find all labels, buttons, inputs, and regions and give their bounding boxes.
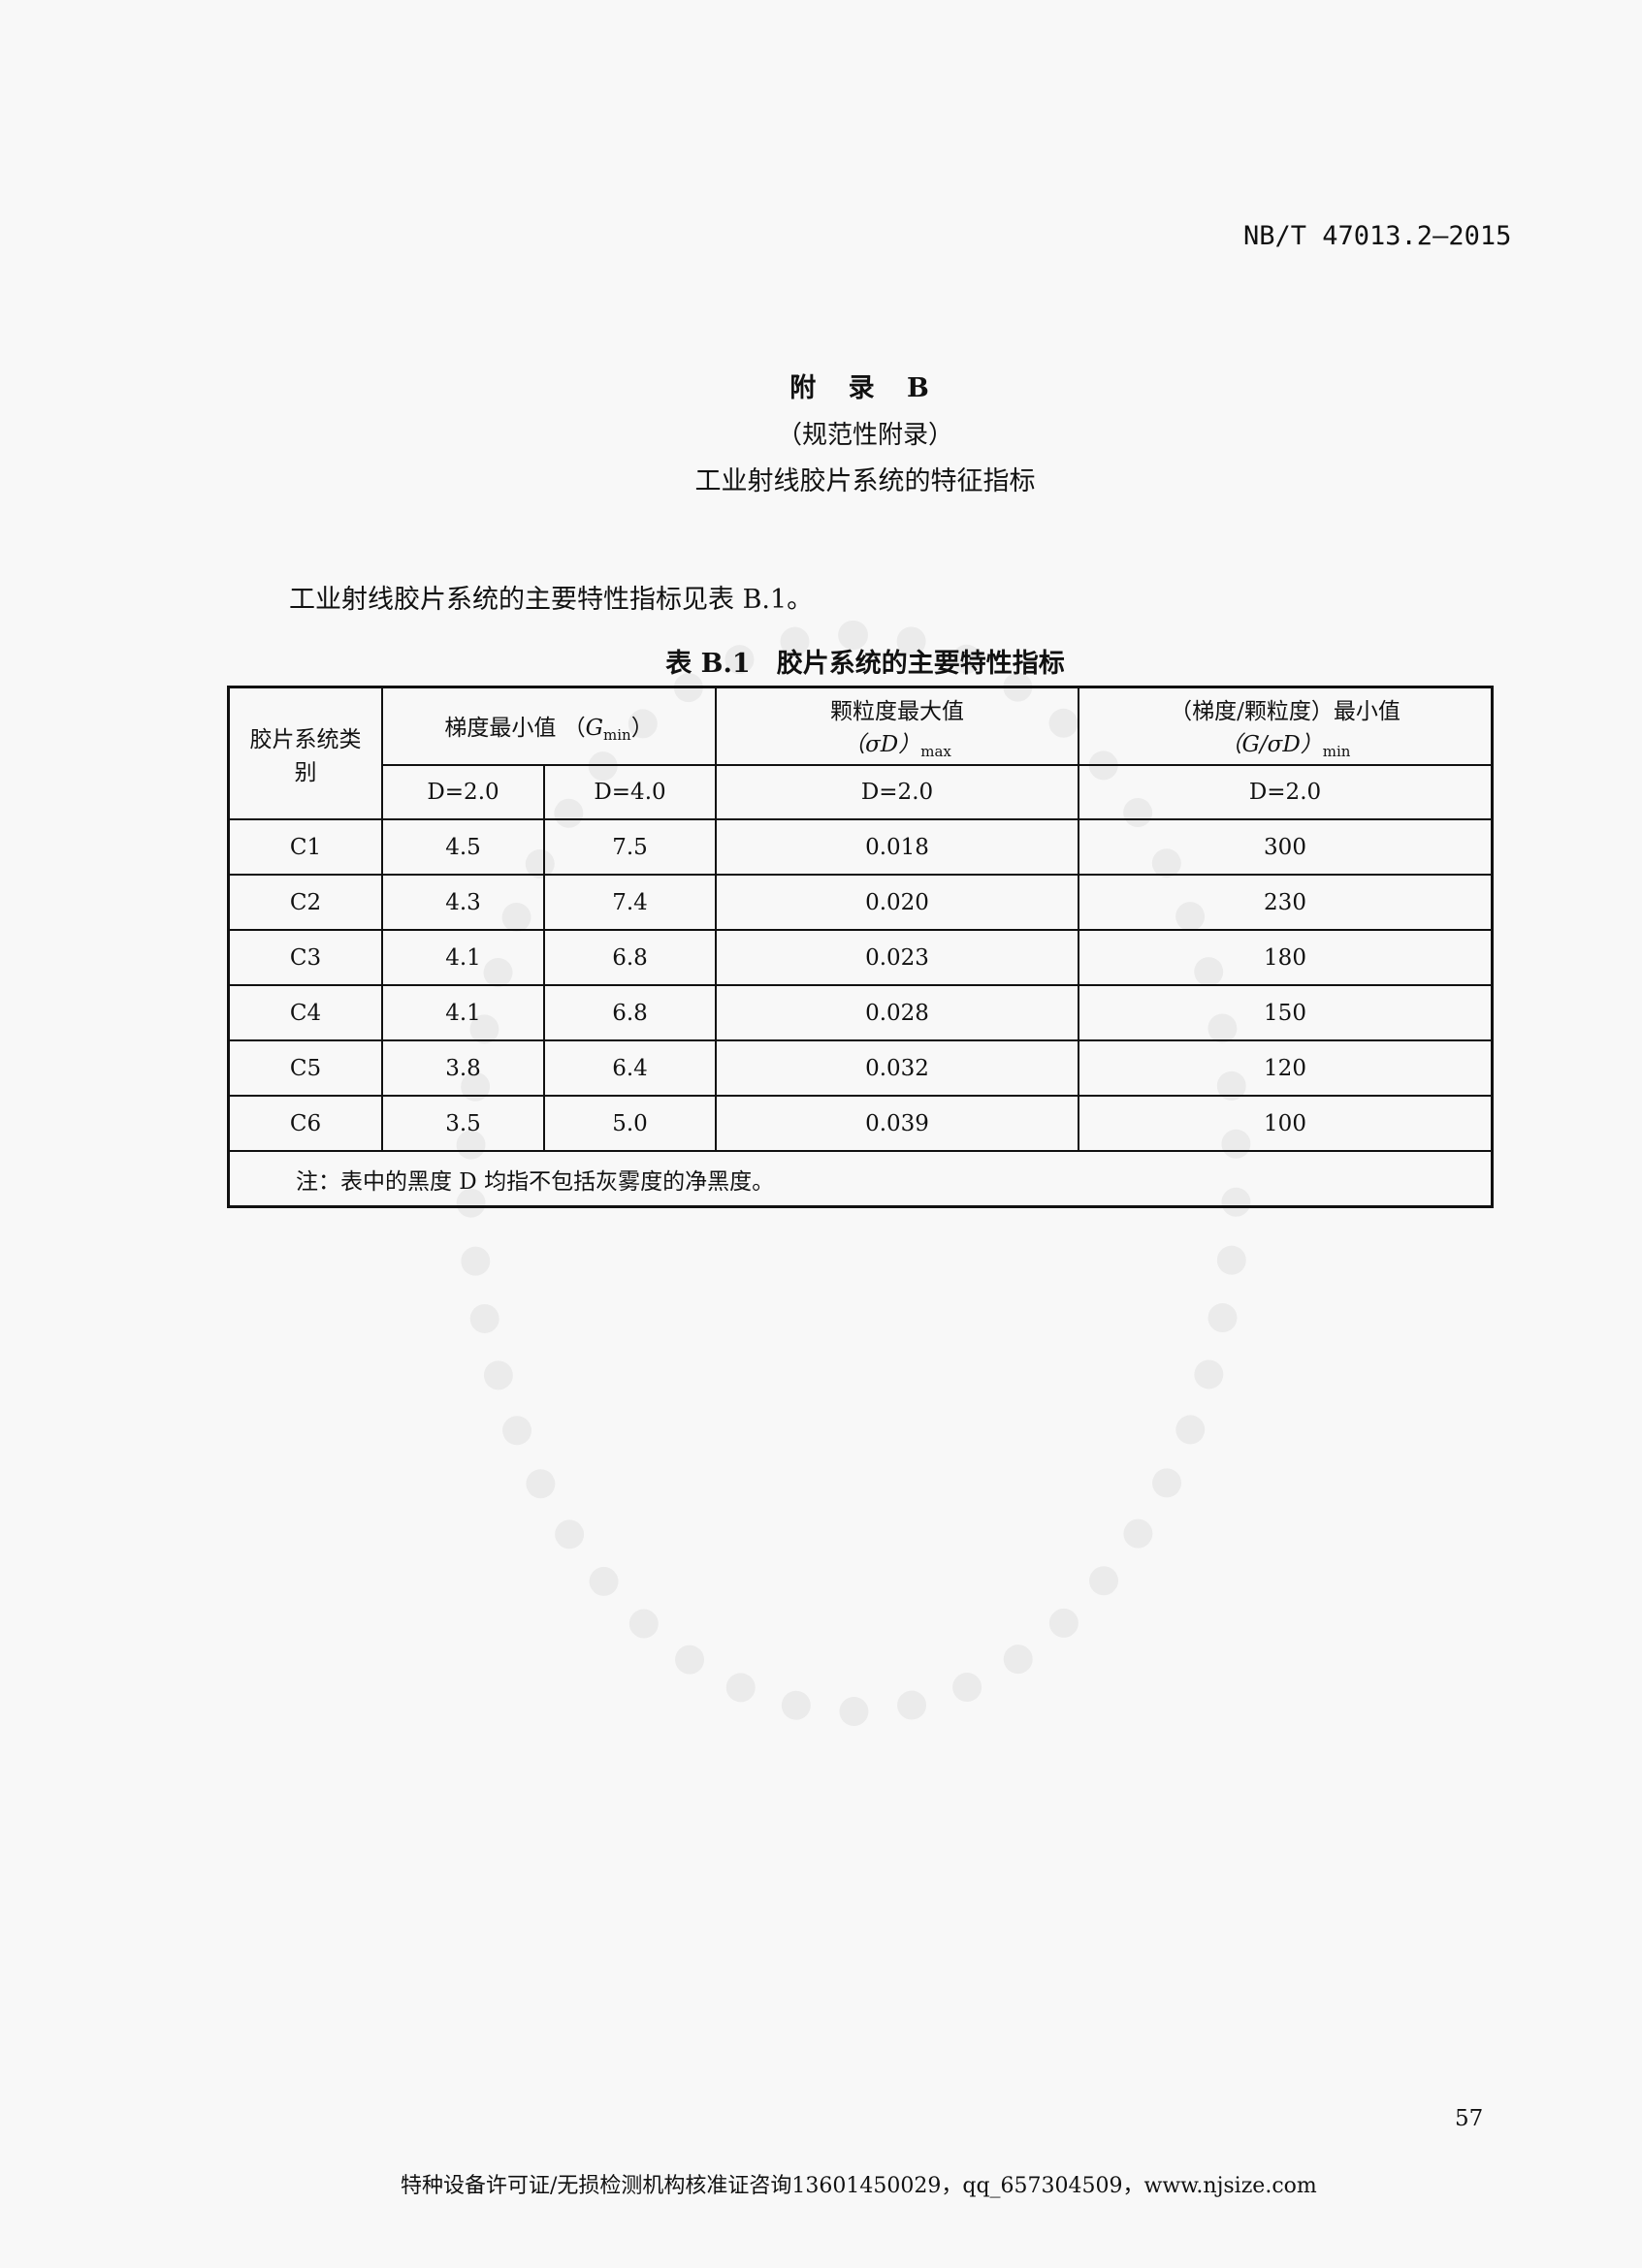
page-number: 57 bbox=[1455, 2106, 1484, 2131]
header-gradient-label: 梯度最小值 （ bbox=[444, 716, 586, 741]
cell-s: 0.039 bbox=[715, 1095, 1079, 1152]
cell-g4: 6.8 bbox=[543, 984, 717, 1041]
cell-cls: C3 bbox=[227, 929, 383, 986]
note-row: 注：表中的黑度 D 均指不包括灰雾度的净黑度。 bbox=[227, 1150, 1494, 1208]
cell-cls: C1 bbox=[227, 818, 383, 876]
header-gradient-close: ） bbox=[630, 716, 654, 741]
appendix-type: （规范性附录） bbox=[776, 421, 953, 450]
cell-cls: C2 bbox=[227, 874, 383, 931]
subheader-g-d40: D=4.0 bbox=[543, 764, 717, 820]
cell-g4: 7.5 bbox=[543, 818, 717, 876]
cell-s: 0.032 bbox=[715, 1039, 1079, 1097]
cell-g4: 5.0 bbox=[543, 1095, 717, 1152]
cell-cls: C6 bbox=[227, 1095, 383, 1152]
appendix-label: 附 录 B bbox=[789, 373, 941, 403]
cell-g2: 4.1 bbox=[381, 984, 545, 1041]
header-granularity-sub: max bbox=[920, 743, 951, 760]
table-row: C2 4.3 7.4 0.020 230 bbox=[227, 874, 1494, 931]
footer-contact: 特种设备许可证/无损检测机构核准证咨询13601450029，qq_657304… bbox=[401, 2174, 1317, 2198]
cell-r: 180 bbox=[1078, 929, 1494, 986]
header-gradient-sub: min bbox=[603, 726, 631, 744]
cell-g4: 6.4 bbox=[543, 1039, 717, 1097]
header-category: 胶片系统类别 bbox=[227, 686, 383, 820]
appendix-title: 工业射线胶片系统的特征指标 bbox=[694, 466, 1036, 496]
header-granularity: 颗粒度最大值 （σD）max bbox=[715, 686, 1079, 766]
header-gradient-symbol: G bbox=[585, 716, 603, 741]
table-note: 注：表中的黑度 D 均指不包括灰雾度的净黑度。 bbox=[227, 1150, 1494, 1208]
cell-g2: 4.1 bbox=[381, 929, 545, 986]
subheader-g-d20: D=2.0 bbox=[381, 764, 545, 820]
header-ratio-symbol: （G/σD） bbox=[1219, 732, 1323, 757]
cell-s: 0.023 bbox=[715, 929, 1079, 986]
table-row: C6 3.5 5.0 0.039 100 bbox=[227, 1095, 1494, 1152]
table-row: C4 4.1 6.8 0.028 150 bbox=[227, 984, 1494, 1041]
table-row: C3 4.1 6.8 0.023 180 bbox=[227, 929, 1494, 986]
subheader-row: D=2.0 D=4.0 D=2.0 D=2.0 bbox=[229, 764, 1494, 820]
table-row: C5 3.8 6.4 0.032 120 bbox=[227, 1039, 1494, 1097]
subheader-s-d20: D=2.0 bbox=[715, 764, 1079, 820]
header-granularity-symbol: （σD） bbox=[843, 732, 921, 757]
cell-g2: 3.8 bbox=[381, 1039, 545, 1097]
cell-g2: 4.3 bbox=[381, 874, 545, 931]
table-row: C1 4.5 7.5 0.018 300 bbox=[227, 818, 1494, 876]
standard-number: NB/T 47013.2—2015 bbox=[1243, 221, 1512, 251]
cell-g4: 7.4 bbox=[543, 874, 717, 931]
film-system-table: 胶片系统类别 梯度最小值 （Gmin） 颗粒度最大值 （σD）max （梯度/颗粒… bbox=[227, 686, 1494, 1208]
cell-s: 0.028 bbox=[715, 984, 1079, 1041]
header-row: 胶片系统类别 梯度最小值 （Gmin） 颗粒度最大值 （σD）max （梯度/颗粒… bbox=[227, 686, 1494, 820]
cell-g2: 3.5 bbox=[381, 1095, 545, 1152]
header-ratio-label: （梯度/颗粒度）最小值 bbox=[1170, 699, 1401, 724]
header-ratio: （梯度/颗粒度）最小值 （G/σD）min bbox=[1078, 686, 1494, 766]
cell-r: 230 bbox=[1078, 874, 1494, 931]
cell-r: 100 bbox=[1078, 1095, 1494, 1152]
cell-r: 120 bbox=[1078, 1039, 1494, 1097]
cell-s: 0.018 bbox=[715, 818, 1079, 876]
cell-s: 0.020 bbox=[715, 874, 1079, 931]
cell-r: 300 bbox=[1078, 818, 1494, 876]
header-ratio-sub: min bbox=[1322, 743, 1351, 760]
subheader-r-d20: D=2.0 bbox=[1078, 764, 1494, 820]
table-caption: 表 B.1 胶片系统的主要特性指标 bbox=[665, 649, 1065, 679]
cell-cls: C4 bbox=[227, 984, 383, 1041]
cell-r: 150 bbox=[1078, 984, 1494, 1041]
cell-g2: 4.5 bbox=[381, 818, 545, 876]
intro-paragraph: 工业射线胶片系统的主要特性指标见表 B.1。 bbox=[289, 585, 814, 615]
cell-cls: C5 bbox=[227, 1039, 383, 1097]
header-gradient: 梯度最小值 （Gmin） bbox=[381, 686, 717, 766]
header-granularity-label: 颗粒度最大值 bbox=[830, 699, 964, 724]
cell-g4: 6.8 bbox=[543, 929, 717, 986]
